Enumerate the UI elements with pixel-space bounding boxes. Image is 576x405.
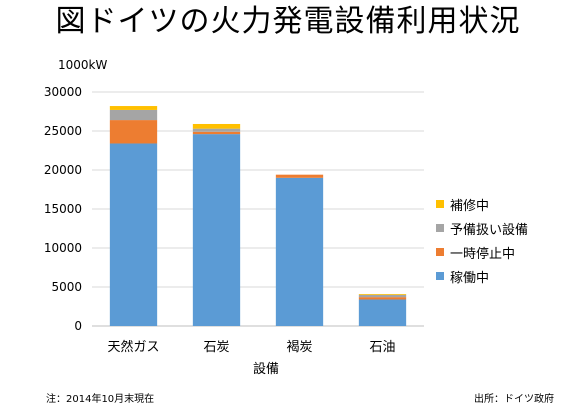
x-tick-label: 天然ガス bbox=[107, 339, 159, 355]
y-tick-label: 0 bbox=[74, 319, 82, 333]
y-tick-label: 10000 bbox=[44, 241, 82, 255]
legend-swatch bbox=[436, 272, 444, 280]
bar-segment bbox=[192, 134, 241, 326]
legend-swatch bbox=[436, 248, 444, 256]
legend-label: 一時停止中 bbox=[450, 246, 516, 262]
legend-label: 予備扱い設備 bbox=[450, 222, 529, 238]
legend-item: 補修中 bbox=[436, 192, 528, 216]
bar-segment bbox=[358, 297, 407, 300]
bar-segment bbox=[109, 143, 158, 326]
source-credit: 出所：ドイツ政府 bbox=[474, 394, 554, 405]
y-tick-label: 5000 bbox=[51, 280, 82, 294]
x-tick-label: 石油 bbox=[369, 340, 395, 355]
legend-label: 補修中 bbox=[450, 198, 490, 214]
bar-segment bbox=[192, 128, 241, 132]
y-tick-label: 20000 bbox=[44, 163, 82, 177]
x-axis-title: 設備 bbox=[253, 361, 279, 377]
footnote: 注：2014年10月末現在 bbox=[46, 394, 155, 405]
bar-segment bbox=[275, 174, 324, 178]
legend-item: 一時停止中 bbox=[436, 240, 528, 264]
bar-segment bbox=[109, 120, 158, 144]
legend-item: 稼働中 bbox=[436, 264, 528, 288]
y-tick-label: 15000 bbox=[44, 202, 82, 216]
x-tick-label: 石炭 bbox=[203, 340, 229, 355]
bar-segment bbox=[358, 294, 407, 295]
bar-segment bbox=[275, 177, 324, 326]
bar-segment bbox=[358, 299, 407, 326]
bar-segment bbox=[192, 131, 241, 135]
legend-swatch bbox=[436, 224, 444, 232]
chart-title: 図ドイツの火力発電設備利用状況 bbox=[55, 4, 521, 39]
bar-segment bbox=[109, 106, 158, 110]
legend-label: 稼働中 bbox=[450, 270, 490, 286]
bar-segment bbox=[192, 123, 241, 129]
legend-swatch bbox=[436, 200, 444, 208]
bar-segment bbox=[109, 109, 158, 121]
x-tick-label: 褐炭 bbox=[286, 340, 312, 355]
bar-segment bbox=[358, 294, 407, 298]
y-tick-label: 25000 bbox=[44, 124, 82, 138]
chart-legend: 補修中予備扱い設備 一時停止中稼働中 bbox=[436, 192, 528, 288]
y-tick-label: 30000 bbox=[44, 85, 82, 99]
y-axis-unit-label: 1000kW bbox=[58, 58, 108, 72]
legend-item: 予備扱い設備 bbox=[436, 216, 528, 240]
